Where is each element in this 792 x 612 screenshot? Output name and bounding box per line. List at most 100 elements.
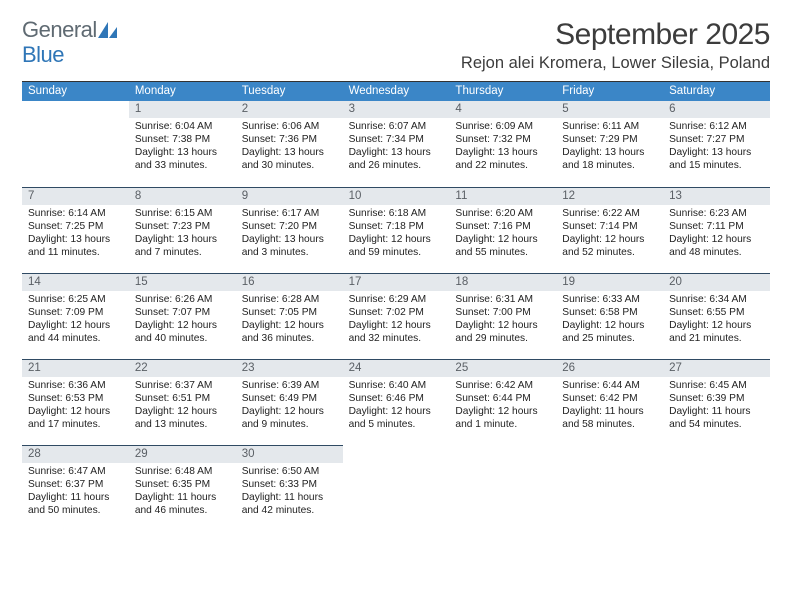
day-cell: 19Sunrise: 6:33 AMSunset: 6:58 PMDayligh… (556, 273, 663, 359)
day-number: 13 (663, 187, 770, 205)
sunset-text: Sunset: 7:25 PM (28, 220, 123, 233)
daylight-text: Daylight: 13 hours and 18 minutes. (562, 146, 657, 172)
daylight-text: Daylight: 13 hours and 26 minutes. (349, 146, 444, 172)
sunrise-text: Sunrise: 6:06 AM (242, 120, 337, 133)
sunset-text: Sunset: 6:33 PM (242, 478, 337, 491)
sunrise-text: Sunrise: 6:17 AM (242, 207, 337, 220)
daylight-text: Daylight: 12 hours and 36 minutes. (242, 319, 337, 345)
sunrise-text: Sunrise: 6:12 AM (669, 120, 764, 133)
day-number: 12 (556, 187, 663, 205)
day-number: 10 (343, 187, 450, 205)
day-number: 16 (236, 273, 343, 291)
day-cell: 11Sunrise: 6:20 AMSunset: 7:16 PMDayligh… (449, 187, 556, 273)
daylight-text: Daylight: 12 hours and 44 minutes. (28, 319, 123, 345)
day-number: 28 (22, 445, 129, 463)
sunrise-text: Sunrise: 6:47 AM (28, 465, 123, 478)
daylight-text: Daylight: 12 hours and 1 minute. (455, 405, 550, 431)
day-number: 15 (129, 273, 236, 291)
daylight-text: Daylight: 12 hours and 17 minutes. (28, 405, 123, 431)
day-number: 24 (343, 359, 450, 377)
sunset-text: Sunset: 6:37 PM (28, 478, 123, 491)
sunset-text: Sunset: 7:23 PM (135, 220, 230, 233)
sunrise-text: Sunrise: 6:20 AM (455, 207, 550, 220)
calendar-page: General Blue September 2025 Rejon alei K… (0, 0, 792, 531)
day-cell: 28Sunrise: 6:47 AMSunset: 6:37 PMDayligh… (22, 445, 129, 531)
day-number: 18 (449, 273, 556, 291)
sunrise-text: Sunrise: 6:07 AM (349, 120, 444, 133)
day-number: 4 (449, 101, 556, 118)
sunrise-text: Sunrise: 6:15 AM (135, 207, 230, 220)
logo-word1: General (22, 17, 97, 42)
day-number: 6 (663, 101, 770, 118)
location: Rejon alei Kromera, Lower Silesia, Polan… (461, 54, 770, 73)
week-row: 7Sunrise: 6:14 AMSunset: 7:25 PMDaylight… (22, 187, 770, 273)
title-block: September 2025 Rejon alei Kromera, Lower… (461, 18, 770, 73)
day-cell-empty (449, 445, 556, 531)
day-number: 27 (663, 359, 770, 377)
sunset-text: Sunset: 7:14 PM (562, 220, 657, 233)
dow-header: Thursday (449, 82, 556, 101)
daylight-text: Daylight: 13 hours and 7 minutes. (135, 233, 230, 259)
day-cell: 21Sunrise: 6:36 AMSunset: 6:53 PMDayligh… (22, 359, 129, 445)
sunset-text: Sunset: 7:09 PM (28, 306, 123, 319)
day-cell-empty (343, 445, 450, 531)
sunset-text: Sunset: 7:18 PM (349, 220, 444, 233)
sunrise-text: Sunrise: 6:50 AM (242, 465, 337, 478)
day-cell: 14Sunrise: 6:25 AMSunset: 7:09 PMDayligh… (22, 273, 129, 359)
daylight-text: Daylight: 13 hours and 30 minutes. (242, 146, 337, 172)
day-number: 17 (343, 273, 450, 291)
sunrise-text: Sunrise: 6:09 AM (455, 120, 550, 133)
daylight-text: Daylight: 11 hours and 42 minutes. (242, 491, 337, 517)
daylight-text: Daylight: 12 hours and 5 minutes. (349, 405, 444, 431)
day-cell: 5Sunrise: 6:11 AMSunset: 7:29 PMDaylight… (556, 101, 663, 187)
sunrise-text: Sunrise: 6:34 AM (669, 293, 764, 306)
day-number: 20 (663, 273, 770, 291)
daylight-text: Daylight: 12 hours and 9 minutes. (242, 405, 337, 431)
day-cell: 17Sunrise: 6:29 AMSunset: 7:02 PMDayligh… (343, 273, 450, 359)
logo: General Blue (22, 18, 119, 66)
day-cell: 4 Sunrise: 6:09 AMSunset: 7:32 PMDaylight… (449, 101, 556, 187)
page-title: September 2025 (461, 18, 770, 52)
daylight-text: Daylight: 12 hours and 25 minutes. (562, 319, 657, 345)
day-cell: 25Sunrise: 6:42 AMSunset: 6:44 PMDayligh… (449, 359, 556, 445)
daylight-text: Daylight: 11 hours and 58 minutes. (562, 405, 657, 431)
sunrise-text: Sunrise: 6:18 AM (349, 207, 444, 220)
day-number: 7 (22, 187, 129, 205)
sunset-text: Sunset: 7:05 PM (242, 306, 337, 319)
sunset-text: Sunset: 7:00 PM (455, 306, 550, 319)
sunset-text: Sunset: 6:51 PM (135, 392, 230, 405)
day-number: 2 (236, 101, 343, 118)
sunset-text: Sunset: 7:32 PM (455, 133, 550, 146)
sunset-text: Sunset: 6:39 PM (669, 392, 764, 405)
daylight-text: Daylight: 12 hours and 21 minutes. (669, 319, 764, 345)
dow-header: Sunday (22, 82, 129, 101)
daylight-text: Daylight: 11 hours and 54 minutes. (669, 405, 764, 431)
day-number: 1 (129, 101, 236, 118)
day-cell: 15Sunrise: 6:26 AMSunset: 7:07 PMDayligh… (129, 273, 236, 359)
day-number: 30 (236, 445, 343, 463)
sunrise-text: Sunrise: 6:48 AM (135, 465, 230, 478)
daylight-text: Daylight: 12 hours and 59 minutes. (349, 233, 444, 259)
daylight-text: Daylight: 12 hours and 40 minutes. (135, 319, 230, 345)
daylight-text: Daylight: 12 hours and 52 minutes. (562, 233, 657, 259)
sunset-text: Sunset: 6:46 PM (349, 392, 444, 405)
day-cell: 18Sunrise: 6:31 AMSunset: 7:00 PMDayligh… (449, 273, 556, 359)
week-row: 14Sunrise: 6:25 AMSunset: 7:09 PMDayligh… (22, 273, 770, 359)
sunset-text: Sunset: 6:42 PM (562, 392, 657, 405)
daylight-text: Daylight: 12 hours and 13 minutes. (135, 405, 230, 431)
day-cell: 20Sunrise: 6:34 AMSunset: 6:55 PMDayligh… (663, 273, 770, 359)
logo-text: General Blue (22, 18, 119, 66)
day-of-week-row: SundayMondayTuesdayWednesdayThursdayFrid… (22, 82, 770, 101)
sunrise-text: Sunrise: 6:22 AM (562, 207, 657, 220)
sunrise-text: Sunrise: 6:28 AM (242, 293, 337, 306)
sunrise-text: Sunrise: 6:23 AM (669, 207, 764, 220)
day-cell: 23Sunrise: 6:39 AMSunset: 6:49 PMDayligh… (236, 359, 343, 445)
header: General Blue September 2025 Rejon alei K… (22, 18, 770, 73)
sunset-text: Sunset: 7:16 PM (455, 220, 550, 233)
sunrise-text: Sunrise: 6:39 AM (242, 379, 337, 392)
day-cell-empty (22, 101, 129, 187)
sunset-text: Sunset: 6:58 PM (562, 306, 657, 319)
daylight-text: Daylight: 12 hours and 32 minutes. (349, 319, 444, 345)
daylight-text: Daylight: 13 hours and 22 minutes. (455, 146, 550, 172)
day-cell-empty (663, 445, 770, 531)
